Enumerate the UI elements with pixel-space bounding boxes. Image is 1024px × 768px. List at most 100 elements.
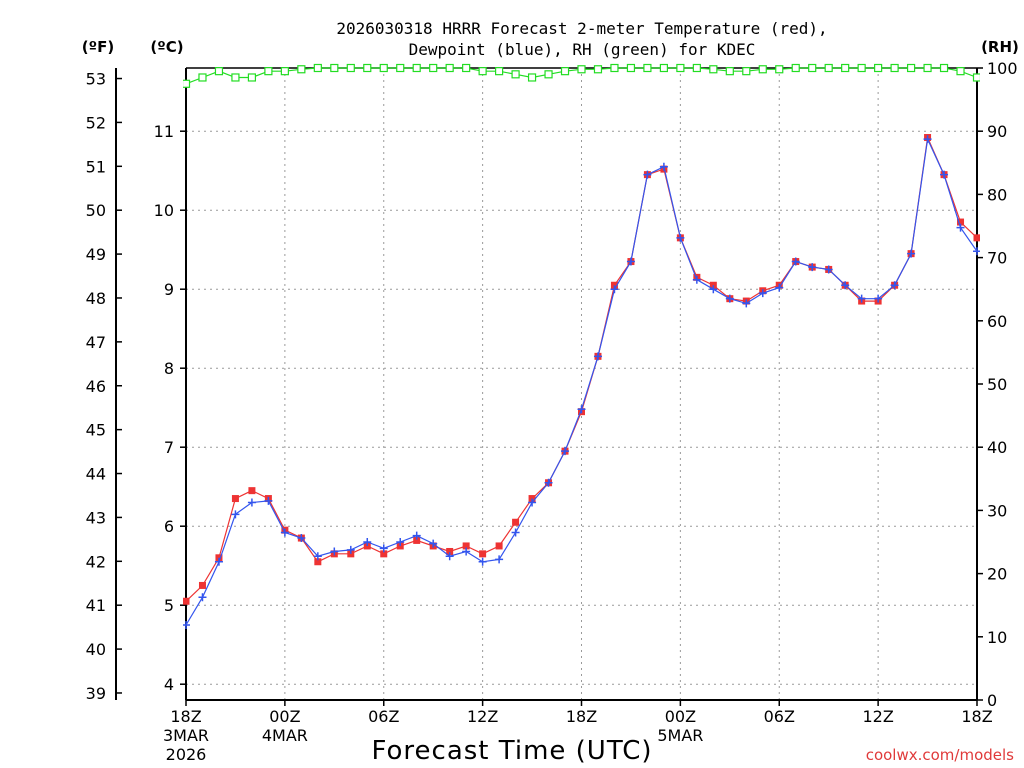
dewpoint-point: [445, 552, 454, 561]
rh-point: [775, 65, 784, 74]
rh-point: [841, 63, 850, 73]
fahrenheit-tick-label: 50: [86, 201, 106, 220]
data-series: [183, 63, 980, 629]
chart-title-line-2: Dewpoint (blue), RH (green) for KDEC: [409, 40, 756, 59]
dewpoint-point: [462, 547, 471, 556]
rh-point: [593, 65, 603, 74]
time-tick-label: 06Z: [764, 707, 795, 726]
rh-point: [297, 65, 306, 74]
rh-point: [577, 65, 586, 74]
dewpoint-point: [890, 281, 899, 290]
rh-point: [330, 63, 339, 73]
fahrenheit-tick-label: 39: [86, 684, 106, 703]
rh-tick-label: 100: [987, 59, 1018, 78]
fahrenheit-tick-label: 44: [86, 465, 106, 484]
dewpoint-point: [808, 263, 817, 272]
rh-point: [610, 63, 619, 73]
dewpoint-point: [264, 496, 273, 505]
dewpoint-point: [758, 289, 767, 298]
dewpoint-point: [907, 249, 916, 258]
rh-point: [264, 67, 273, 76]
rh-point: [659, 63, 668, 73]
rh-tick-label: 40: [987, 438, 1007, 457]
dewpoint-point: [593, 352, 602, 361]
temperature-point: [479, 550, 487, 558]
rh-point: [511, 70, 520, 79]
fahrenheit-tick-label: 53: [86, 70, 106, 89]
rh-point: [560, 67, 570, 76]
dewpoint-point: [247, 498, 256, 507]
dewpoint-point: [511, 528, 520, 537]
celsius-tick-label: 9: [164, 280, 174, 299]
dewpoint-point: [676, 233, 685, 242]
fahrenheit-tick-label: 48: [86, 289, 106, 308]
temperature-point: [248, 487, 256, 495]
rh-tick-label: 50: [987, 375, 1007, 394]
rh-tick-label: 10: [987, 628, 1007, 647]
rh-point: [890, 63, 899, 73]
rh-tick-label: 70: [987, 249, 1007, 268]
dewpoint-line: [185, 137, 978, 626]
dewpoint-point: [313, 552, 322, 561]
time-tick-label: 06Z: [368, 707, 399, 726]
rh-point: [462, 63, 471, 73]
dewpoint-point: [231, 510, 240, 519]
credit-text: coolwx.com/models: [866, 746, 1014, 764]
dewpoint-point: [297, 534, 306, 543]
time-tick-label: 00Z: [665, 707, 696, 726]
dewpoint-point: [841, 281, 850, 290]
temperature-point: [495, 542, 503, 550]
dewpoint-point: [363, 538, 372, 546]
rh-point: [313, 63, 322, 73]
fahrenheit-tick-label: 52: [86, 113, 106, 132]
dewpoint-point: [346, 545, 355, 554]
temperature-point: [380, 550, 388, 558]
temperature-point: [183, 597, 190, 605]
temperature-point: [198, 581, 206, 589]
celsius-tick-label: 10: [154, 201, 174, 220]
rh-point: [692, 63, 701, 73]
temperature-point: [314, 558, 322, 566]
dewpoint-point: [183, 620, 190, 629]
dewpoint-point: [561, 447, 570, 456]
time-tick-label: 18Z: [961, 707, 992, 726]
rh-point: [742, 67, 751, 76]
rh-point: [346, 63, 355, 73]
dewpoint-point: [478, 557, 487, 566]
dewpoint-point: [874, 294, 883, 303]
celsius-tick-label: 6: [164, 517, 174, 536]
rh-point: [643, 63, 652, 73]
dewpoint-point: [742, 299, 751, 308]
rh-axis-unit: (RH): [981, 38, 1019, 56]
celsius-tick-label: 4: [164, 675, 174, 694]
temperature-point: [512, 518, 520, 526]
dewpoint-point: [429, 539, 438, 548]
rh-tick-label: 60: [987, 312, 1007, 331]
dewpoint-point: [725, 294, 734, 303]
rh-point: [758, 65, 767, 74]
time-tick-label: 12Z: [467, 707, 498, 726]
rh-point: [906, 63, 916, 73]
rh-point: [183, 79, 191, 88]
dewpoint-point: [709, 285, 718, 294]
dewpoint-point: [379, 544, 388, 553]
rh-point: [379, 63, 388, 73]
time-tick-label: 18Z: [566, 707, 597, 726]
chart-title-line-1: 2026030318 HRRR Forecast 2-meter Tempera…: [336, 19, 827, 38]
dewpoint-point: [495, 555, 504, 564]
rh-point: [874, 63, 883, 73]
dewpoint-point: [528, 498, 537, 507]
time-tick-date: 3MAR: [163, 726, 209, 745]
rh-point: [396, 63, 405, 73]
rh-tick-label: 90: [987, 122, 1007, 141]
rh-tick-label: 80: [987, 185, 1007, 204]
rh-point: [363, 63, 372, 73]
dewpoint-point: [775, 283, 784, 292]
rh-point: [495, 67, 504, 76]
rh-point: [445, 63, 454, 73]
temperature-point: [957, 218, 965, 226]
rh-point: [429, 63, 438, 73]
fahrenheit-axis-unit: (ºF): [82, 38, 114, 56]
rh-point: [956, 67, 965, 76]
